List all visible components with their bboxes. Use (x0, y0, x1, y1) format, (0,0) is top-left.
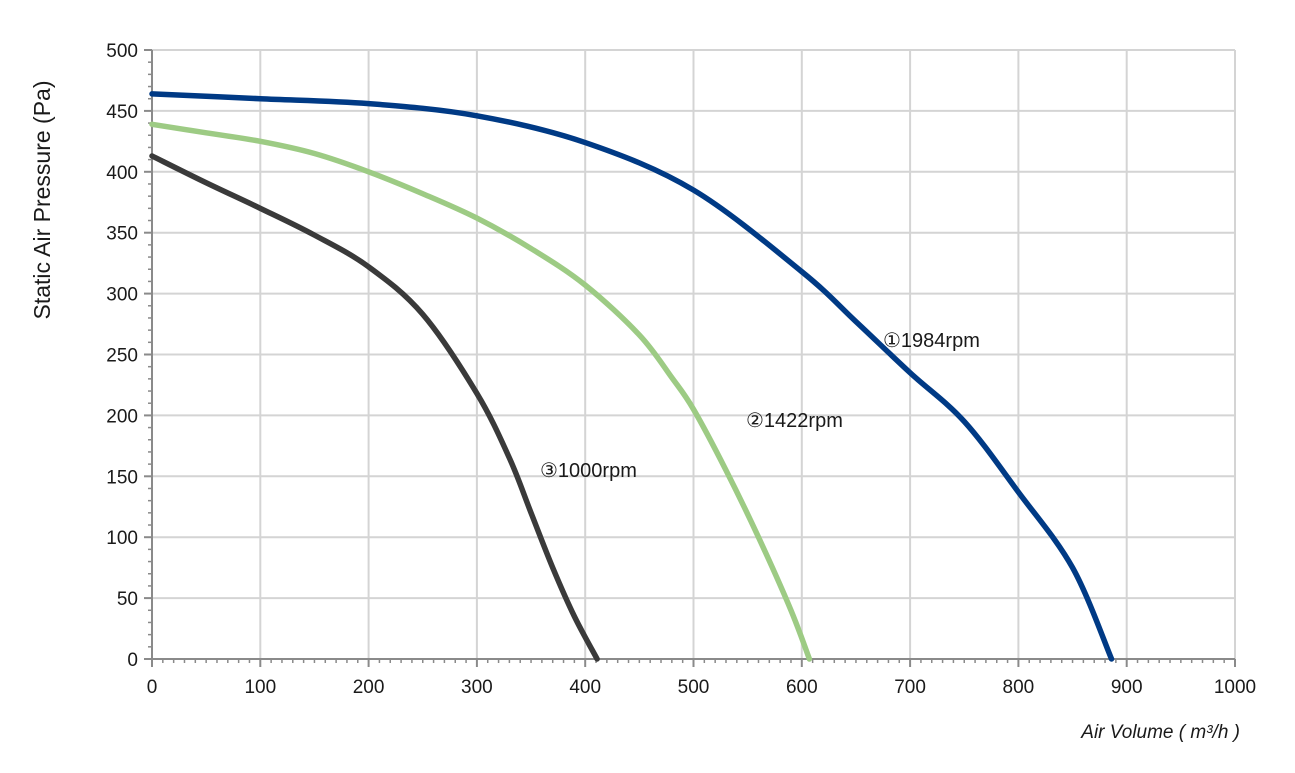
y-tick-label: 250 (106, 346, 138, 367)
series-line-1 (149, 91, 1115, 662)
x-tick-label: 300 (461, 677, 493, 698)
series-line-3 (149, 153, 600, 662)
x-tick-label: 0 (147, 677, 158, 698)
annotation-1422rpm: ②1422rpm (746, 410, 843, 432)
x-tick-label: 600 (786, 677, 818, 698)
series-lines (149, 91, 1115, 662)
x-tick-label: 500 (678, 677, 710, 698)
x-tick-label: 200 (353, 677, 385, 698)
axes (144, 49, 1236, 667)
y-tick-label: 450 (106, 102, 138, 123)
y-tick-label: 200 (106, 406, 138, 427)
x-axis-title: Air Volume ( m³/h ) (1080, 722, 1240, 743)
y-tick-label: 300 (106, 285, 138, 306)
x-tick-label: 900 (1111, 677, 1143, 698)
y-tick-label: 500 (106, 41, 138, 62)
y-tick-labels: 0 50 100 150 200 250 300 350 400 450 500 (106, 41, 138, 671)
y-tick-label: 150 (106, 467, 138, 488)
y-tick-label: 100 (106, 528, 138, 549)
y-tick-label: 50 (117, 589, 138, 610)
x-tick-labels: 0 100 200 300 400 500 600 700 800 900 1000 (147, 677, 1256, 698)
series-annotations: ①1984rpm ②1422rpm ③1000rpm (540, 330, 980, 482)
x-tick-label: 700 (894, 677, 926, 698)
annotation-1000rpm: ③1000rpm (540, 460, 637, 482)
y-tick-label: 0 (127, 650, 138, 671)
x-tick-label: 100 (244, 677, 276, 698)
y-axis-title: Static Air Pressure (Pa) (29, 80, 55, 319)
series-line-2 (149, 121, 813, 662)
x-tick-label: 400 (569, 677, 601, 698)
x-tick-label: 800 (1003, 677, 1035, 698)
y-tick-label: 400 (106, 163, 138, 184)
y-tick-label: 350 (106, 224, 138, 245)
grid (152, 49, 1236, 659)
annotation-1984rpm: ①1984rpm (883, 330, 980, 352)
x-tick-label: 1000 (1214, 677, 1256, 698)
